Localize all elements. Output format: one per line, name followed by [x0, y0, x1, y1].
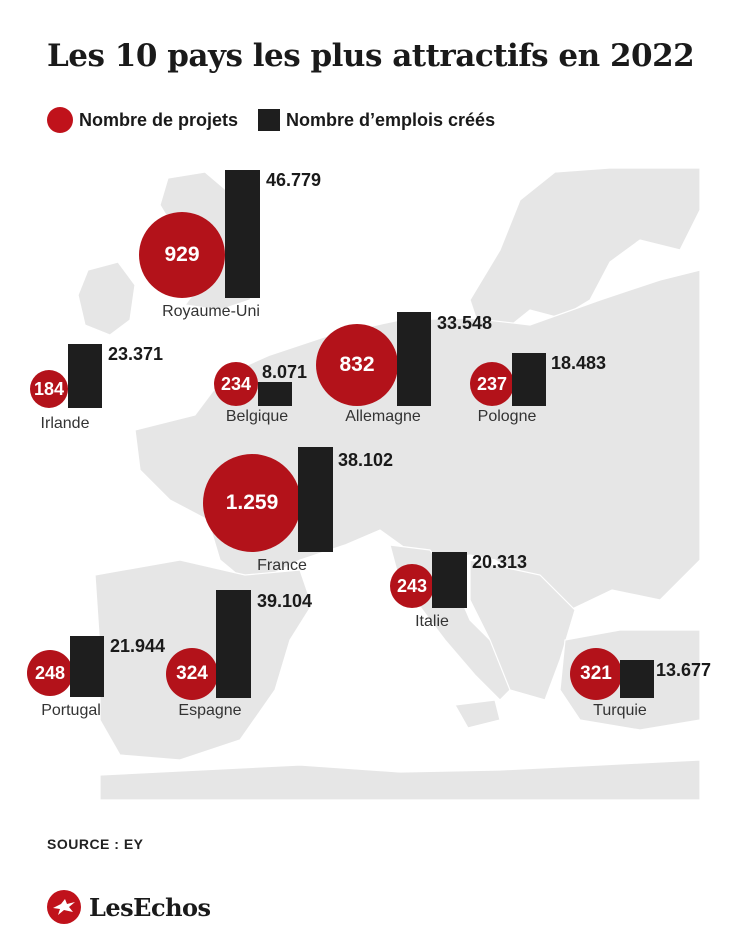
bird-glyph-icon	[53, 899, 75, 915]
legend-projects: Nombre de projets	[47, 106, 238, 134]
jobs-bar-belgique	[258, 382, 292, 406]
projects-bubble-italie: 243	[390, 564, 434, 608]
jobs-label-portugal: 21.944	[110, 636, 166, 656]
jobs-label-espagne: 39.104	[257, 591, 313, 611]
country-label-pologne: Pologne	[477, 408, 537, 425]
country-label-italie: Italie	[415, 613, 449, 630]
les-echos-bird-icon	[47, 890, 81, 924]
projects-bubble-turquie: 321	[570, 648, 622, 700]
legend-jobs: Nombre d’emplois créés	[258, 106, 495, 134]
jobs-label-turquie: 13.677	[656, 660, 712, 680]
country-label-irlande: Irlande	[40, 415, 90, 432]
page-title: Les 10 pays les plus attractifs en 2022	[47, 38, 695, 74]
jobs-bar-france	[298, 447, 333, 552]
country-label-espagne: Espagne	[178, 702, 242, 719]
jobs-label-allemagne: 33.548	[437, 313, 493, 333]
jobs-label-irlande: 23.371	[108, 344, 164, 364]
jobs-bar-turquie	[620, 660, 654, 698]
jobs-bar-allemagne	[397, 312, 431, 406]
jobs-label-france: 38.102	[338, 450, 394, 470]
projects-bubble-portugal: 248	[27, 650, 73, 696]
projects-bubble-espagne: 324	[166, 648, 218, 700]
jobs-label-italie: 20.313	[472, 552, 528, 572]
jobs-bar-irlande	[68, 344, 102, 408]
jobs-label-belgique: 8.071	[262, 362, 308, 382]
jobs-bar-portugal	[70, 636, 104, 697]
projects-legend-dot-icon	[47, 107, 73, 133]
projects-bubble-allemagne: 832	[316, 324, 398, 406]
jobs-label-pologne: 18.483	[551, 353, 607, 373]
projects-bubble-pologne: 237	[470, 362, 514, 406]
jobs-bar-italie	[432, 552, 467, 608]
country-label-allemagne: Allemagne	[345, 408, 421, 425]
projects-bubble-france: 1.259	[203, 454, 301, 552]
country-label-france: France	[257, 557, 307, 574]
jobs-bar-espagne	[216, 590, 251, 698]
jobs-legend-label: Nombre d’emplois créés	[286, 109, 496, 130]
country-label-portugal: Portugal	[41, 702, 101, 719]
projects-bubble-royaume-uni: 929	[139, 212, 225, 298]
source-note: SOURCE : EY	[47, 836, 144, 852]
jobs-bar-royaume-uni	[225, 170, 260, 298]
les-echos-logo-text: LesEchos	[89, 892, 211, 922]
projects-bubble-belgique: 234	[214, 362, 258, 406]
country-label-belgique: Belgique	[225, 408, 289, 425]
projects-legend-label: Nombre de projets	[79, 109, 239, 130]
projects-bubble-irlande: 184	[30, 370, 68, 408]
country-label-royaume-uni: Royaume-Uni	[162, 303, 260, 320]
les-echos-logo: LesEchos	[47, 890, 211, 924]
jobs-bar-pologne	[512, 353, 546, 406]
country-label-turquie: Turquie	[593, 702, 647, 719]
jobs-label-royaume-uni: 46.779	[266, 170, 322, 190]
jobs-legend-square-icon	[258, 109, 280, 131]
